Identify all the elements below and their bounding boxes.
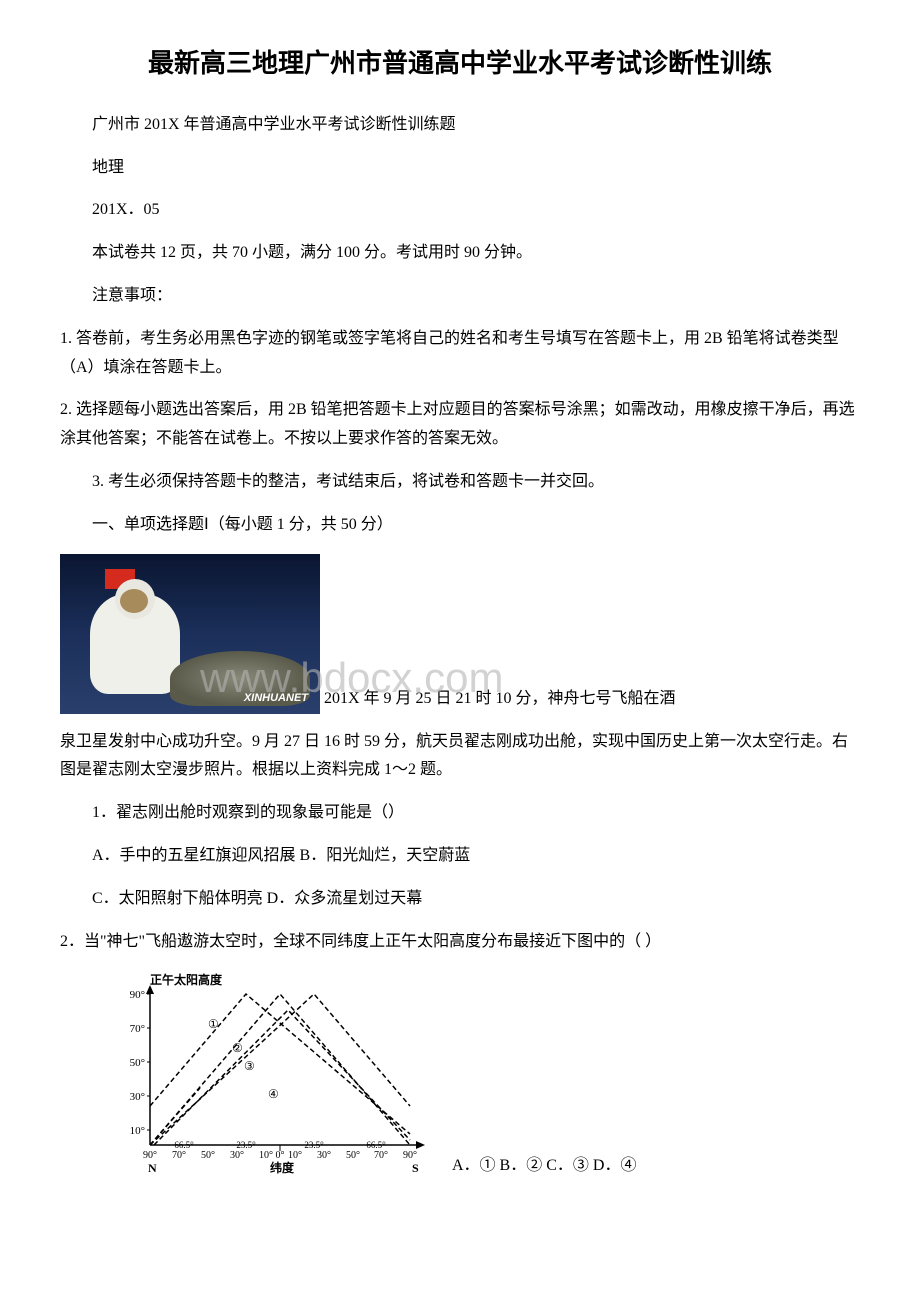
q1-options-ab: A．手中的五星红旗迎风招展 B．阳光灿烂，天空蔚蓝 (60, 842, 860, 871)
svg-text:10°: 10° (288, 1150, 302, 1161)
svg-text:50°: 50° (130, 1057, 145, 1069)
svg-text:③: ③ (244, 1059, 255, 1073)
svg-text:23.5°: 23.5° (236, 1140, 256, 1150)
svg-text:90°: 90° (143, 1150, 157, 1161)
header-line-3: 201X．05 (60, 196, 860, 225)
header-line-4: 本试卷共 12 页，共 70 小题，满分 100 分。考试用时 90 分钟。 (60, 239, 860, 268)
x-label-s: S (412, 1161, 419, 1175)
svg-text:②: ② (232, 1041, 243, 1055)
svg-text:10°: 10° (259, 1150, 273, 1161)
xinhua-label: XINHUANET (244, 689, 308, 709)
astronaut-visor (120, 589, 148, 613)
astronaut-caption: 201X 年 9 月 25 日 21 时 10 分，神舟七号飞船在酒 (320, 685, 860, 714)
q1-options-cd: C．太阳照射下船体明亮 D．众多流星划过天幕 (60, 885, 860, 914)
svg-text:30°: 30° (317, 1150, 331, 1161)
svg-text:30°: 30° (130, 1091, 145, 1103)
svg-text:④: ④ (268, 1087, 279, 1101)
q2-answer-options: A．① B．② C．③ D．④ (440, 1152, 636, 1181)
x-label-center: 纬度 (270, 1160, 295, 1175)
svg-text:90°: 90° (130, 989, 145, 1001)
svg-text:①: ① (208, 1017, 219, 1031)
x-label-n: N (148, 1161, 157, 1175)
astronaut-image: XINHUANET (60, 554, 320, 714)
header-line-2: 地理 (60, 154, 860, 183)
svg-text:10°: 10° (130, 1125, 145, 1137)
q2-stem: 2．当"神七"飞船遨游太空时，全球不同纬度上正午太阳高度分布最接近下图中的（ ） (60, 928, 860, 957)
svg-text:50°: 50° (346, 1150, 360, 1161)
svg-text:0°: 0° (276, 1150, 285, 1161)
header-line-5: 注意事项： (60, 282, 860, 311)
page-title: 最新高三地理广州市普通高中学业水平考试诊断性训练 (60, 40, 860, 87)
svg-text:70°: 70° (172, 1150, 186, 1161)
solar-altitude-chart: 正午太阳高度 90° 70° 50° 30° 10° (100, 970, 440, 1180)
y-axis-ticks: 90° 70° 50° 30° 10° (130, 989, 150, 1137)
svg-text:50°: 50° (201, 1150, 215, 1161)
x-axis-ticks: 90° 70° 50° 30° 10° 0° 10° 30° 50° 70° 9… (143, 1150, 417, 1161)
chart-title: 正午太阳高度 (150, 972, 223, 987)
svg-text:70°: 70° (374, 1150, 388, 1161)
section-1: 一、单项选择题Ⅰ（每小题 1 分，共 50 分） (60, 511, 860, 540)
svg-text:23.5°: 23.5° (304, 1140, 324, 1150)
header-line-6: 1. 答卷前，考生务必用黑色字迹的钢笔或签字笔将自己的姓名和考生号填写在答题卡上… (60, 325, 860, 383)
astronaut-row: XINHUANET 201X 年 9 月 25 日 21 时 10 分，神舟七号… (60, 554, 860, 714)
svg-text:90°: 90° (403, 1150, 417, 1161)
svg-text:66.5°: 66.5° (366, 1140, 386, 1150)
header-line-8: 3. 考生必须保持答题卡的整洁，考试结束后，将试卷和答题卡一并交回。 (60, 468, 860, 497)
header-line-1: 广州市 201X 年普通高中学业水平考试诊断性训练题 (60, 111, 860, 140)
svg-text:70°: 70° (130, 1023, 145, 1035)
q1-stem: 1．翟志刚出舱时观察到的现象最可能是（） (60, 799, 860, 828)
chart-row: 正午太阳高度 90° 70° 50° 30° 10° (60, 970, 860, 1180)
svg-text:30°: 30° (230, 1150, 244, 1161)
context-text: 泉卫星发射中心成功升空。9 月 27 日 16 时 59 分，航天员翟志刚成功出… (60, 728, 860, 786)
svg-text:66.5°: 66.5° (174, 1140, 194, 1150)
header-line-7: 2. 选择题每小题选出答案后，用 2B 铅笔把答题卡上对应题目的答案标号涂黑；如… (60, 396, 860, 454)
chart-lines (150, 994, 410, 1145)
